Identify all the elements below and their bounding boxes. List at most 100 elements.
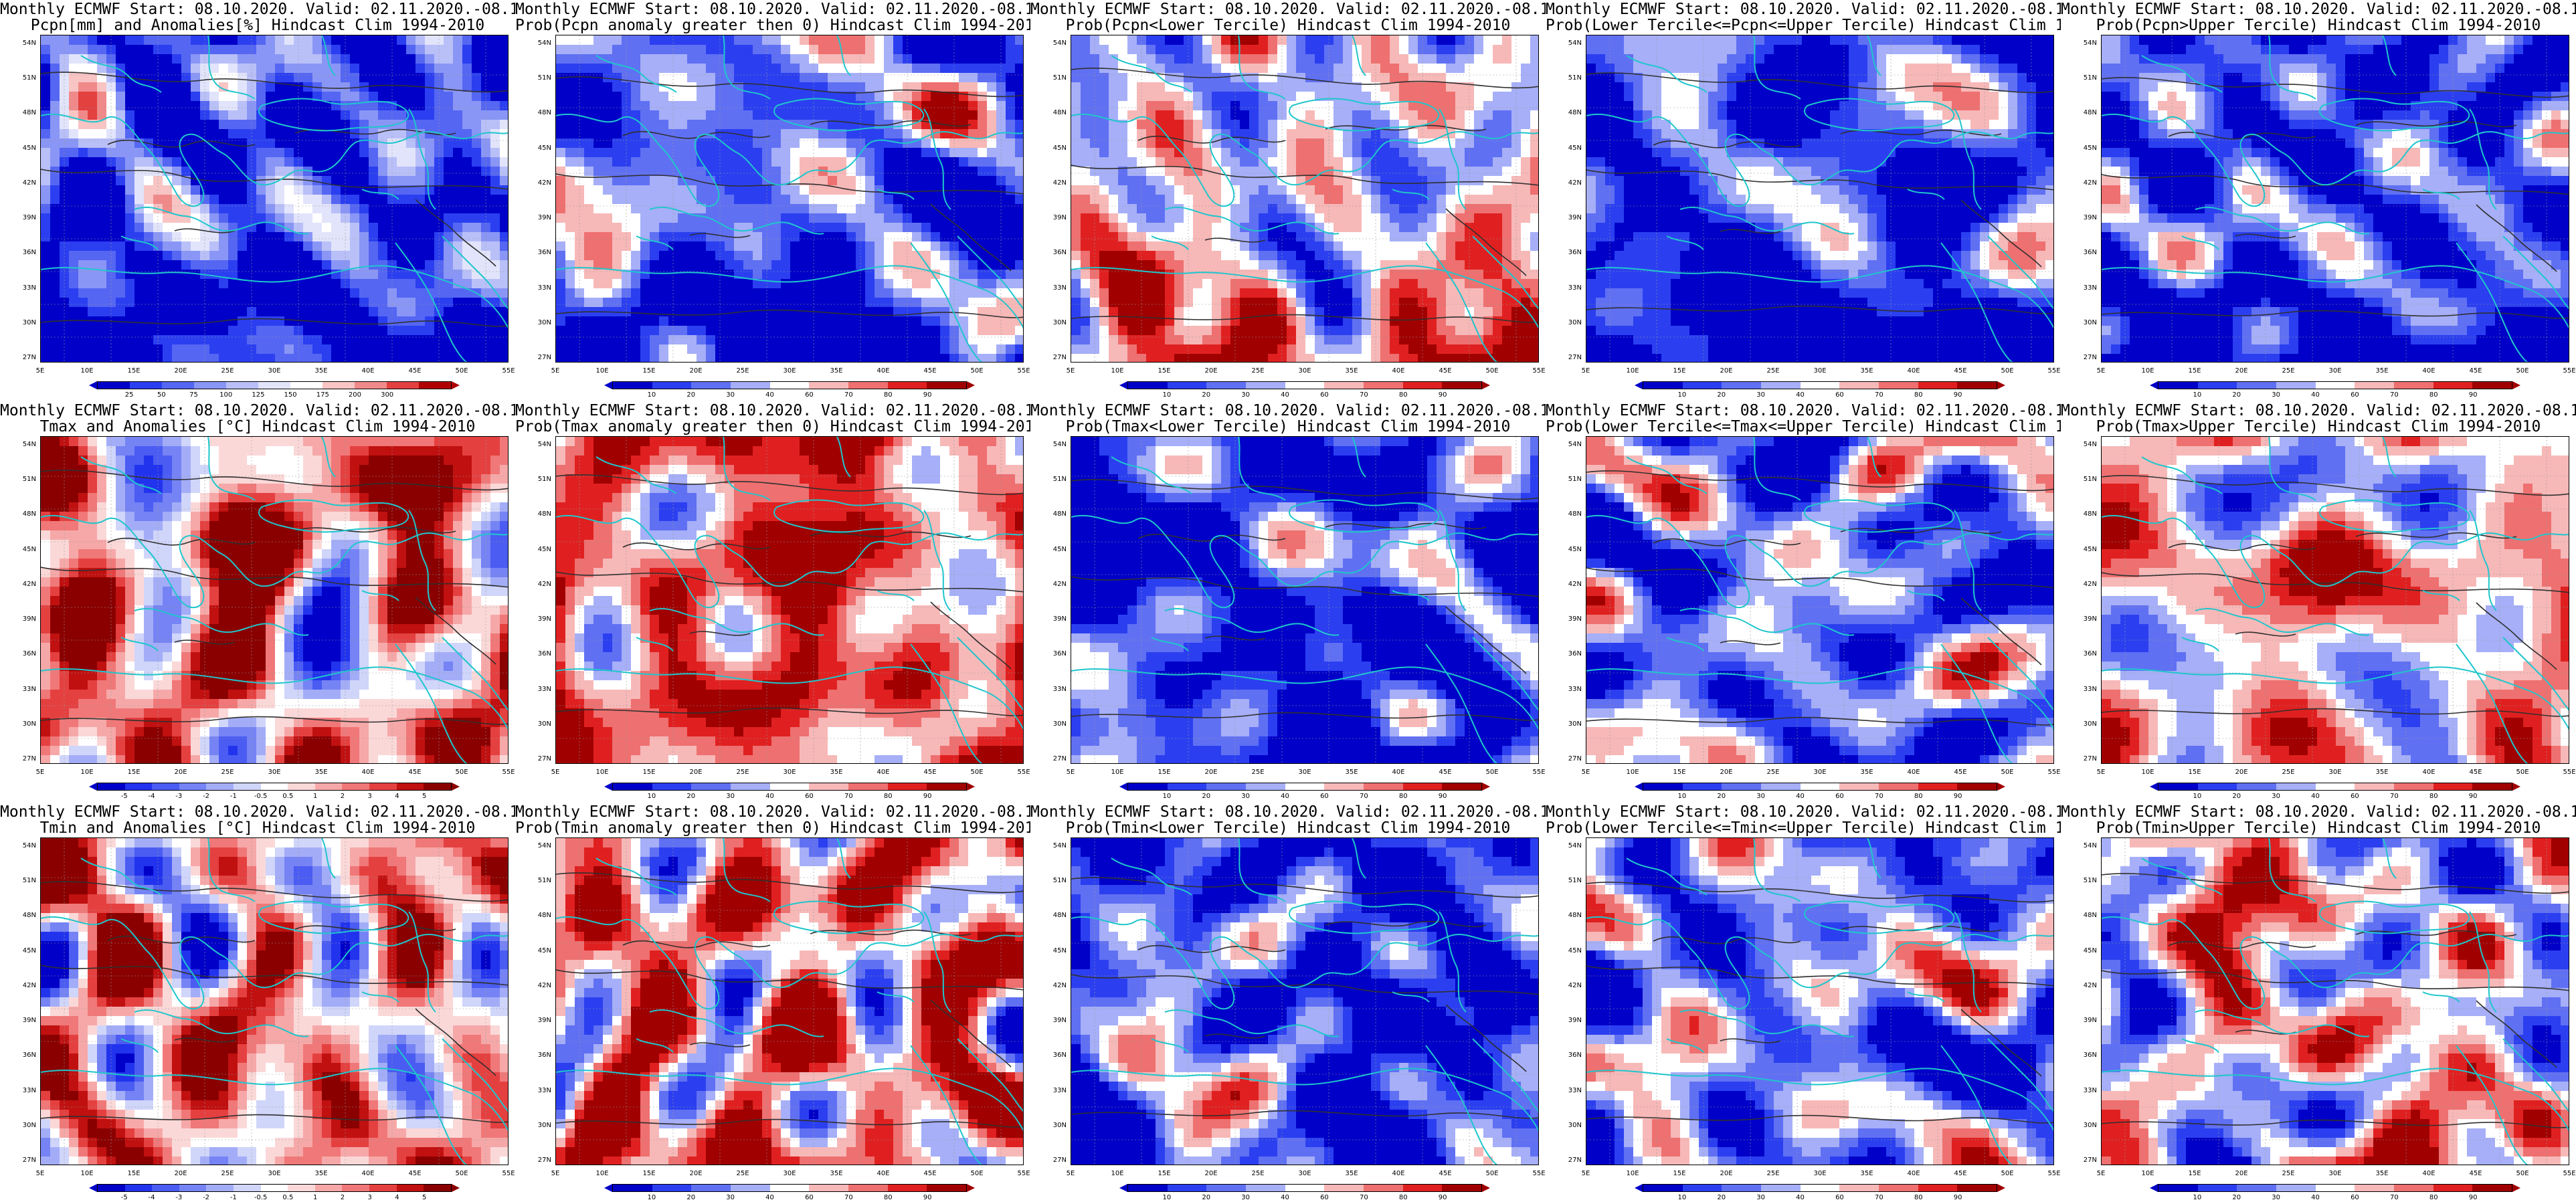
colorbar-left-arrow bbox=[604, 783, 612, 791]
colorbar-left-arrow bbox=[1635, 1184, 1643, 1192]
lat-tick-label: 51N bbox=[9, 75, 36, 82]
lon-tick-label: 25E bbox=[1760, 368, 1786, 375]
lon-tick-label: 50E bbox=[448, 368, 475, 375]
colorbar-left-arrow bbox=[604, 381, 612, 389]
lat-tick-label: 45N bbox=[9, 546, 36, 553]
lat-tick-label: 51N bbox=[525, 75, 551, 82]
lon-tick-label: 5E bbox=[27, 769, 54, 776]
lat-tick-label: 48N bbox=[1555, 511, 1582, 518]
lon-tick-label: 20E bbox=[1198, 368, 1224, 375]
colorbar-tick-label: 2 bbox=[329, 793, 356, 800]
colorbar-segment bbox=[652, 1185, 692, 1191]
colorbar-tick-label: 80 bbox=[2420, 1195, 2447, 1201]
lat-tick-label: 54N bbox=[2070, 441, 2097, 448]
colorbar-tick-label: 10 bbox=[638, 793, 665, 800]
lat-tick-label: 39N bbox=[9, 1017, 36, 1024]
lat-tick-label: 51N bbox=[9, 878, 36, 884]
colorbar-right-arrow bbox=[967, 381, 975, 389]
lat-tick-label: 30N bbox=[9, 720, 36, 728]
lat-tick-label: 39N bbox=[525, 1017, 551, 1024]
colorbar-segment bbox=[2355, 382, 2395, 389]
lat-tick-label: 54N bbox=[525, 40, 551, 47]
colorbar-tick-label: 80 bbox=[1905, 392, 1932, 399]
colorbar-segment bbox=[288, 783, 315, 790]
lon-tick-label: 20E bbox=[167, 769, 194, 776]
colorbar-segment bbox=[2237, 1185, 2277, 1191]
colorbar-segment bbox=[613, 382, 652, 389]
colorbar bbox=[97, 783, 452, 791]
colorbar-tick-label: 10 bbox=[638, 1195, 665, 1201]
colorbar-tick-label: 30 bbox=[717, 1195, 744, 1201]
lon-tick-label: 35E bbox=[1338, 769, 1365, 776]
lat-tick-label: 45N bbox=[1040, 144, 1067, 152]
lon-tick-label: 30E bbox=[2322, 769, 2349, 776]
lon-tick-label: 15E bbox=[1151, 1171, 1178, 1177]
colorbar-tick-label: 80 bbox=[2420, 793, 2447, 800]
lon-tick-label: 10E bbox=[589, 769, 616, 776]
lon-tick-label: 45E bbox=[401, 368, 428, 375]
panel-title-line1: Monthly ECMWF Start: 08.10.2020. Valid: … bbox=[1030, 1, 1546, 18]
colorbar-segment bbox=[234, 1185, 261, 1191]
lat-tick-label: 51N bbox=[525, 476, 551, 483]
lon-tick-label: 15E bbox=[2181, 368, 2208, 375]
colorbar-tick-label: 25 bbox=[116, 392, 143, 399]
lat-tick-label: 27N bbox=[525, 1157, 551, 1164]
lon-tick-label: 35E bbox=[1338, 1171, 1365, 1177]
colorbar-segment bbox=[1722, 783, 1762, 790]
lat-tick-label: 45N bbox=[525, 144, 551, 152]
colorbar-tick-label: 30 bbox=[1232, 793, 1259, 800]
colorbar-tick-label: 1 bbox=[302, 1195, 329, 1201]
colorbar-segment bbox=[1879, 783, 1918, 790]
lat-tick-label: 45N bbox=[1555, 947, 1582, 955]
colorbar-segment bbox=[342, 1185, 370, 1191]
colorbar-segment bbox=[2237, 783, 2277, 790]
colorbar-left-arrow bbox=[89, 783, 97, 791]
lon-tick-label: 5E bbox=[27, 368, 54, 375]
colorbar-tick-label: 150 bbox=[277, 392, 304, 399]
colorbar-tick-label: 60 bbox=[796, 392, 822, 399]
colorbar-left-arrow bbox=[1635, 381, 1643, 389]
colorbar-segment bbox=[1442, 382, 1482, 389]
colorbar-segment bbox=[124, 1185, 153, 1191]
lon-tick-label: 15E bbox=[1666, 1171, 1693, 1177]
map-panel-tmax-prob-pos: Monthly ECMWF Start: 08.10.2020. Valid: … bbox=[515, 401, 1030, 803]
lat-tick-label: 42N bbox=[525, 179, 551, 187]
lat-tick-label: 27N bbox=[2070, 1157, 2097, 1164]
lon-tick-label: 45E bbox=[401, 769, 428, 776]
colorbar-tick-label: 3 bbox=[357, 793, 383, 800]
lat-tick-label: 51N bbox=[2070, 75, 2097, 82]
colorbar-segment bbox=[769, 1185, 810, 1191]
panel-title-line2: Tmin and Anomalies [°C] Hindcast Clim 19… bbox=[0, 820, 515, 837]
map-panel-tmax-prob-upper: Monthly ECMWF Start: 08.10.2020. Valid: … bbox=[2061, 401, 2576, 803]
lon-tick-label: 55E bbox=[1526, 1171, 1546, 1177]
colorbar-segment bbox=[731, 783, 770, 790]
lon-tick-label: 55E bbox=[1010, 368, 1030, 375]
colorbar-tick-label: 60 bbox=[2341, 1195, 2368, 1201]
panel-title-line1: Monthly ECMWF Start: 08.10.2020. Valid: … bbox=[515, 403, 1030, 419]
colorbar-tick-label: 10 bbox=[1154, 392, 1180, 399]
lon-tick-label: 5E bbox=[1057, 368, 1084, 375]
colorbar-segment bbox=[2276, 382, 2316, 389]
colorbar-tick-label: 5 bbox=[411, 1195, 438, 1201]
lon-tick-label: 40E bbox=[2415, 769, 2442, 776]
lat-tick-label: 30N bbox=[1555, 319, 1582, 326]
lon-tick-label: 40E bbox=[2415, 1171, 2442, 1177]
lon-tick-label: 10E bbox=[1619, 368, 1646, 375]
lat-tick-label: 30N bbox=[525, 720, 551, 728]
lon-tick-label: 25E bbox=[729, 769, 756, 776]
colorbar-tick-label: 20 bbox=[1193, 1195, 1220, 1201]
colorbar-segment bbox=[179, 783, 207, 790]
lat-tick-label: 30N bbox=[2070, 1122, 2097, 1129]
lon-tick-label: 5E bbox=[2088, 769, 2114, 776]
panel-title-line2: Prob(Tmax anomaly greater then 0) Hindca… bbox=[515, 419, 1030, 435]
panel-title-line1: Monthly ECMWF Start: 08.10.2020. Valid: … bbox=[2061, 1, 2576, 18]
map-panel-pcpn-anom: Monthly ECMWF Start: 08.10.2020. Valid: … bbox=[0, 0, 515, 401]
colorbar-left-arrow bbox=[89, 1184, 97, 1192]
lat-tick-label: 33N bbox=[525, 686, 551, 693]
colorbar-segment bbox=[1206, 382, 1247, 389]
lat-tick-label: 36N bbox=[1555, 651, 1582, 658]
map-panel-tmin-prob-pos: Monthly ECMWF Start: 08.10.2020. Valid: … bbox=[515, 803, 1030, 1204]
lon-tick-label: 25E bbox=[729, 368, 756, 375]
lat-tick-label: 42N bbox=[525, 581, 551, 588]
colorbar bbox=[2158, 783, 2512, 791]
